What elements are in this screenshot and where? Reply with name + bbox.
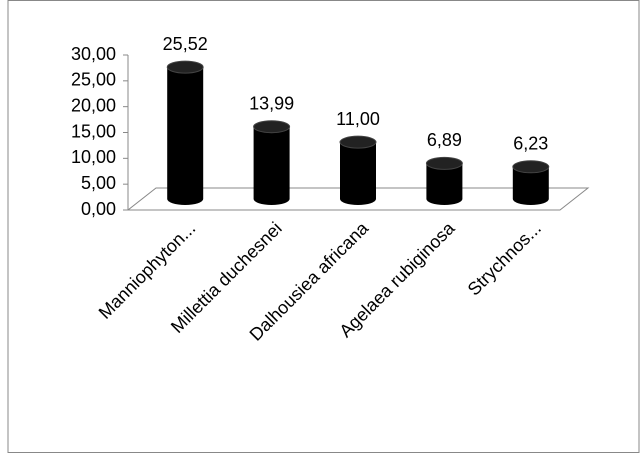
y-tick-label: 30,00	[71, 44, 116, 64]
bar	[253, 126, 290, 205]
bar-top	[425, 156, 463, 170]
bar	[512, 166, 549, 205]
bar-top	[166, 60, 204, 74]
floor	[126, 187, 590, 211]
bar-top	[339, 135, 377, 149]
value-label: 25,52	[163, 34, 208, 54]
value-label: 11,00	[336, 109, 380, 129]
bar	[340, 142, 376, 205]
y-tick-label: 20,00	[71, 95, 116, 115]
bar-top	[253, 120, 291, 134]
bar	[426, 163, 463, 205]
y-tick-label: 10,00	[71, 147, 116, 167]
y-tick-label: 0,00	[81, 199, 116, 219]
value-label: 13,99	[249, 93, 294, 113]
value-label: 6,23	[513, 134, 548, 154]
value-label: 6,89	[427, 130, 462, 150]
bar-top	[512, 160, 550, 174]
bar	[167, 67, 204, 205]
y-tick-label: 15,00	[71, 121, 116, 141]
y-tick-label: 5,00	[81, 173, 116, 193]
y-tick-label: 25,00	[71, 70, 116, 90]
chart-frame	[7, 0, 640, 453]
